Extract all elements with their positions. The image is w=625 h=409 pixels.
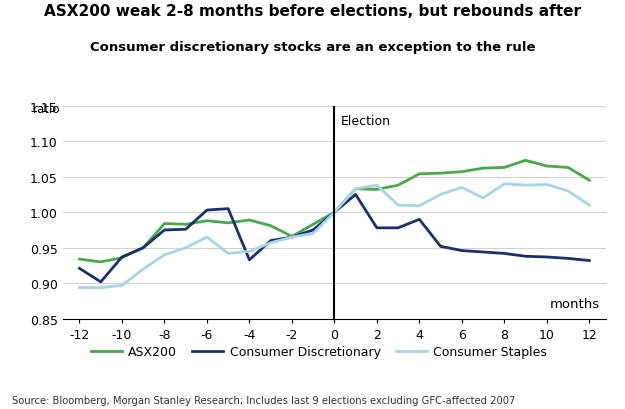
Consumer Discretionary	[139, 246, 147, 251]
ASX200	[394, 183, 402, 188]
Consumer Staples	[182, 246, 189, 251]
Consumer Discretionary	[331, 210, 338, 215]
Consumer Staples	[458, 185, 466, 190]
ASX200	[182, 222, 189, 227]
ASX200	[309, 222, 317, 227]
Consumer Staples	[564, 189, 572, 194]
Consumer Discretionary	[564, 256, 572, 261]
ASX200	[373, 188, 381, 193]
ASX200	[437, 171, 444, 176]
Consumer Staples	[224, 252, 232, 256]
Text: ASX200 weak 2-8 months before elections, but rebounds after: ASX200 weak 2-8 months before elections,…	[44, 4, 581, 19]
ASX200	[331, 210, 338, 215]
ASX200	[118, 256, 126, 261]
Consumer Staples	[97, 285, 104, 290]
Consumer Discretionary	[246, 258, 253, 263]
Consumer Staples	[246, 249, 253, 254]
ASX200	[76, 257, 83, 262]
Consumer Discretionary	[352, 193, 359, 198]
Consumer Discretionary	[97, 280, 104, 285]
ASX200	[501, 166, 508, 171]
Consumer Staples	[118, 283, 126, 288]
Consumer Discretionary	[267, 238, 274, 243]
Consumer Discretionary	[479, 250, 487, 255]
Consumer Discretionary	[76, 266, 83, 271]
ASX200	[479, 166, 487, 171]
Consumer Discretionary	[182, 227, 189, 232]
ASX200	[161, 222, 168, 227]
ASX200	[352, 187, 359, 192]
Consumer Staples	[501, 182, 508, 187]
Consumer Staples	[586, 203, 593, 208]
Consumer Discretionary	[586, 258, 593, 263]
Consumer Staples	[352, 187, 359, 192]
ASX200	[224, 221, 232, 226]
Consumer Discretionary	[161, 228, 168, 233]
ASX200	[586, 178, 593, 183]
Consumer Staples	[437, 193, 444, 198]
ASX200	[97, 260, 104, 265]
Consumer Staples	[543, 182, 551, 187]
Consumer Staples	[161, 253, 168, 258]
ASX200	[543, 164, 551, 169]
Consumer Discretionary	[543, 255, 551, 260]
Consumer Discretionary	[437, 244, 444, 249]
Consumer Discretionary	[309, 228, 317, 233]
Consumer Staples	[267, 241, 274, 246]
Consumer Discretionary	[203, 208, 211, 213]
Consumer Staples	[331, 210, 338, 215]
ASX200	[288, 234, 296, 239]
Line: Consumer Discretionary: Consumer Discretionary	[79, 195, 589, 282]
Consumer Discretionary	[522, 254, 529, 259]
Consumer Staples	[416, 204, 423, 209]
ASX200	[458, 170, 466, 175]
ASX200	[139, 246, 147, 251]
Consumer Staples	[479, 196, 487, 201]
Consumer Staples	[309, 231, 317, 236]
Consumer Discretionary	[458, 249, 466, 254]
Line: Consumer Staples: Consumer Staples	[79, 184, 589, 288]
Consumer Discretionary	[373, 226, 381, 231]
Text: Consumer discretionary stocks are an exception to the rule: Consumer discretionary stocks are an exc…	[90, 41, 535, 54]
Consumer Staples	[139, 267, 147, 272]
ASX200	[267, 224, 274, 229]
ASX200	[522, 158, 529, 163]
Text: Election: Election	[341, 115, 391, 128]
Text: Source: Bloomberg, Morgan Stanley Research; Includes last 9 elections excluding : Source: Bloomberg, Morgan Stanley Resear…	[12, 395, 516, 405]
Consumer Staples	[394, 203, 402, 208]
ASX200	[416, 172, 423, 177]
Legend: ASX200, Consumer Discretionary, Consumer Staples: ASX200, Consumer Discretionary, Consumer…	[86, 340, 552, 363]
Consumer Staples	[373, 183, 381, 188]
ASX200	[564, 166, 572, 171]
Consumer Discretionary	[224, 207, 232, 211]
ASX200	[203, 219, 211, 224]
Consumer Staples	[76, 285, 83, 290]
Text: ratio: ratio	[32, 103, 60, 116]
ASX200	[246, 218, 253, 223]
Consumer Discretionary	[416, 217, 423, 222]
Consumer Staples	[288, 235, 296, 240]
Line: ASX200: ASX200	[79, 161, 589, 262]
Consumer Discretionary	[394, 226, 402, 231]
Consumer Staples	[522, 183, 529, 188]
Consumer Discretionary	[288, 235, 296, 240]
Consumer Discretionary	[501, 252, 508, 256]
Text: months: months	[550, 297, 600, 310]
Consumer Staples	[203, 235, 211, 240]
Consumer Discretionary	[118, 255, 126, 260]
